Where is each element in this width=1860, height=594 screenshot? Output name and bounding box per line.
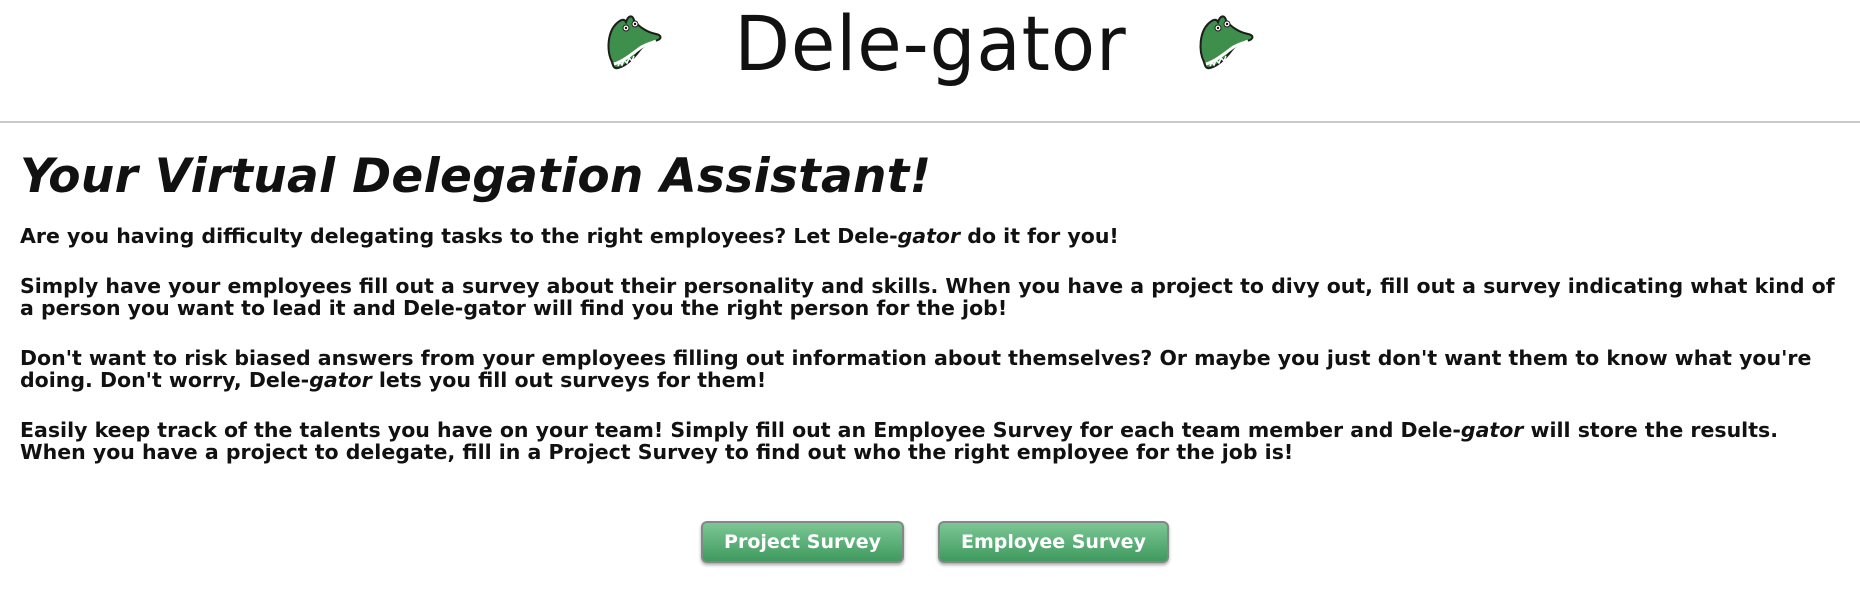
alligator-head-icon xyxy=(1199,15,1254,70)
logo-bar: Dele-gator xyxy=(0,0,1860,123)
brand-title: Dele-gator xyxy=(733,0,1127,88)
site-header: Dele-gator xyxy=(0,0,1860,123)
how-it-works-paragraph: Simply have your employees fill out a su… xyxy=(20,273,1835,320)
survey-buttons: Project Survey Employee Survey xyxy=(20,520,1850,563)
project-survey-button[interactable]: Project Survey xyxy=(701,520,904,563)
intro-paragraph: Are you having difficulty delegating tas… xyxy=(20,223,1119,248)
alligator-head-icon xyxy=(607,15,661,70)
privacy-paragraph: Don't want to risk biased answers from y… xyxy=(20,345,1812,392)
main-content: Your Virtual Delegation Assistant! Are y… xyxy=(0,123,1850,563)
employee-survey-button[interactable]: Employee Survey xyxy=(938,520,1169,563)
page-title: Your Virtual Delegation Assistant! xyxy=(20,149,932,204)
track-talent-paragraph: Easily keep track of the talents you hav… xyxy=(20,417,1778,464)
